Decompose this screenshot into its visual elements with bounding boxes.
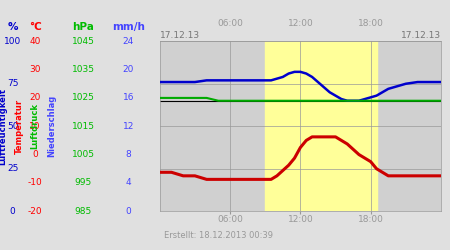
Text: 1005: 1005: [72, 150, 95, 159]
Text: -10: -10: [28, 178, 42, 188]
Text: 18:00: 18:00: [358, 19, 383, 28]
Text: -20: -20: [28, 207, 42, 216]
Text: 12:00: 12:00: [288, 19, 313, 28]
Text: 4: 4: [126, 178, 131, 188]
Text: 8: 8: [126, 150, 131, 159]
Text: 17.12.13: 17.12.13: [401, 31, 441, 40]
Bar: [265, 41, 377, 211]
Text: 20: 20: [29, 94, 41, 102]
Text: 1045: 1045: [72, 37, 94, 46]
Text: 100: 100: [4, 37, 21, 46]
Text: °C: °C: [29, 22, 41, 32]
Text: 1025: 1025: [72, 94, 94, 102]
Text: 24: 24: [122, 37, 134, 46]
Text: 40: 40: [29, 37, 41, 46]
Text: Erstellt: 18.12.2013 00:39: Erstellt: 18.12.2013 00:39: [164, 231, 273, 240]
Text: Niederschlag: Niederschlag: [48, 95, 57, 158]
Text: 995: 995: [75, 178, 92, 188]
Text: 75: 75: [7, 79, 18, 88]
Text: 30: 30: [29, 65, 41, 74]
Text: 1035: 1035: [72, 65, 95, 74]
Text: Luftdruck: Luftdruck: [31, 103, 40, 149]
Text: Temperatur: Temperatur: [15, 99, 24, 154]
Text: 0: 0: [32, 150, 38, 159]
Text: 16: 16: [122, 94, 134, 102]
Text: hPa: hPa: [72, 22, 94, 32]
Text: 17.12.13: 17.12.13: [160, 31, 200, 40]
Text: 25: 25: [7, 164, 18, 173]
Text: 0: 0: [10, 207, 15, 216]
Text: mm/h: mm/h: [112, 22, 145, 32]
Text: 12: 12: [122, 122, 134, 131]
Text: Luftfeuchtigkeit: Luftfeuchtigkeit: [0, 88, 8, 165]
Text: 1015: 1015: [72, 122, 95, 131]
Text: 10: 10: [29, 122, 41, 131]
Text: 985: 985: [75, 207, 92, 216]
Text: %: %: [7, 22, 18, 32]
Text: 0: 0: [126, 207, 131, 216]
Text: 50: 50: [7, 122, 18, 131]
Text: 20: 20: [122, 65, 134, 74]
Text: 06:00: 06:00: [217, 19, 243, 28]
